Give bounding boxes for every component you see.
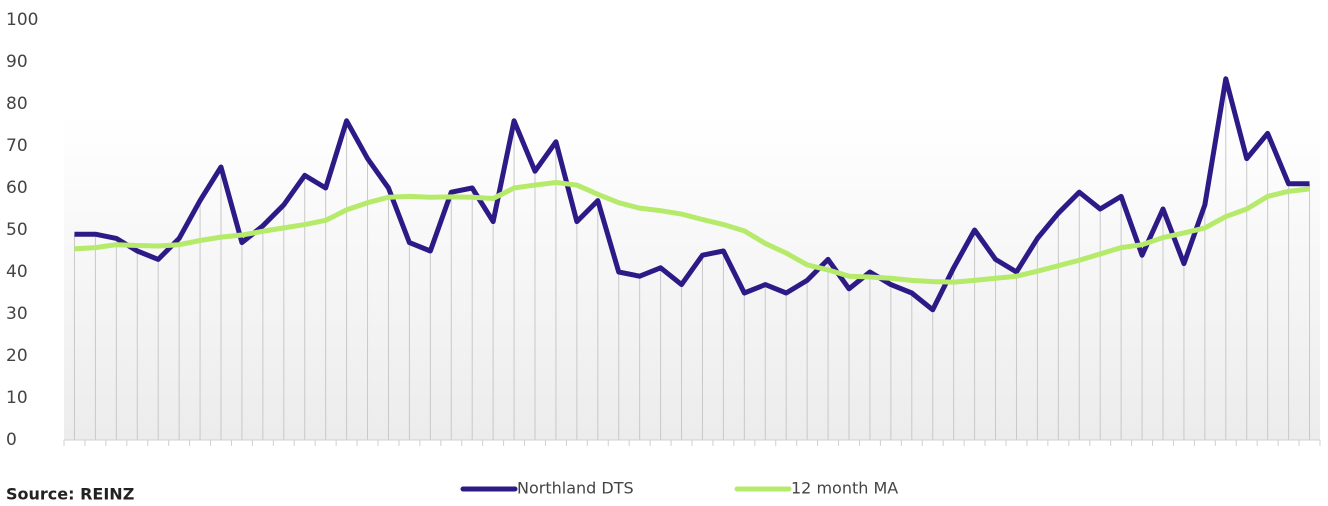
y-tick-label: 40	[6, 262, 28, 282]
y-tick-label: 80	[6, 94, 28, 114]
y-tick-label: 70	[6, 136, 28, 156]
y-tick-label: 30	[6, 304, 28, 324]
y-tick-label: 0	[6, 430, 17, 450]
y-tick-label: 10	[6, 388, 28, 408]
y-tick-label: 50	[6, 220, 28, 240]
series-line	[74, 76, 1310, 313]
y-tick-label: 60	[6, 178, 28, 198]
series-line	[74, 180, 1310, 285]
y-tick-label: 20	[6, 346, 28, 366]
y-tick-label: 90	[6, 52, 28, 72]
legend-label: Northland DTS	[517, 479, 634, 498]
plot-background	[64, 115, 1320, 440]
legend-label: 12 month MA	[791, 479, 898, 498]
y-tick-label: 100	[6, 10, 38, 30]
source: Source: REINZ	[6, 485, 134, 504]
